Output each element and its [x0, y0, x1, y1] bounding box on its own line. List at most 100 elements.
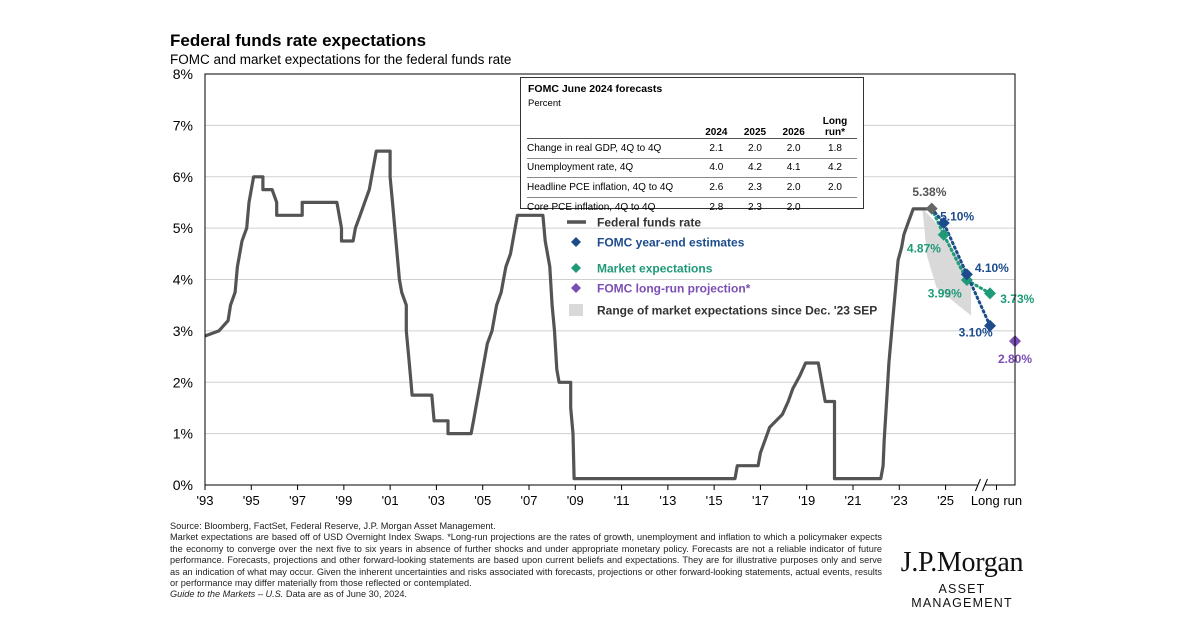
forecast-row-label: Core PCE inflation, 4Q to 4Q — [527, 201, 656, 213]
y-tick-label: 2% — [173, 374, 193, 390]
x-axis-ticks: '93 '95 '97 '99 '01 '03 '05 '07 '09 '11 '13 '15 '17 '… — [197, 485, 1022, 508]
y-tick-label: 6% — [173, 169, 193, 185]
x-tick-label: '15 — [706, 493, 723, 508]
market-expectations-path — [930, 207, 992, 295]
legend-label-range: Range of market expectations since Dec. … — [597, 304, 877, 318]
forecast-col-2026: 2026 — [774, 112, 813, 139]
legend-swatch-longrun — [571, 283, 581, 293]
source-note: Source: Bloomberg, FactSet, Federal Rese… — [170, 521, 496, 531]
federal-funds-rate-line — [204, 149, 932, 481]
x-tick-label: '23 — [891, 493, 908, 508]
forecast-cell: 2.0 — [735, 138, 775, 159]
asset-management-label: ASSET MANAGEMENT — [911, 582, 1013, 610]
forecast-cell: 4.1 — [774, 158, 813, 179]
forecast-cell: 1.8 — [813, 138, 857, 159]
forecast-header-blank — [527, 112, 697, 139]
x-tick-label: '97 — [289, 493, 306, 508]
forecast-table: 2024 2025 2026 Long run* Change in real … — [527, 112, 857, 216]
x-tick-label: '19 — [798, 493, 815, 508]
forecast-row-label: Headline PCE inflation, 4Q to 4Q — [527, 177, 697, 198]
forecast-table-box: FOMC June 2024 forecasts Percent 2024 20… — [520, 77, 864, 213]
forecast-cell: 2.0 — [813, 177, 857, 198]
forecast-cell: 4.2 — [735, 158, 775, 179]
current-rate-point — [925, 202, 938, 215]
x-tick-label: '11 — [614, 493, 630, 508]
forecast-table-title: FOMC June 2024 forecasts — [528, 83, 663, 95]
y-axis-ticks: 0% 1% 2% 3% 4% 5% 6% 7% 8% — [173, 66, 193, 493]
x-tick-label: '25 — [937, 493, 954, 508]
footnotes: Source: Bloomberg, FactSet, Federal Rese… — [170, 521, 882, 601]
forecast-row-headline-pce: Headline PCE inflation, 4Q to 4Q 2.6 2.3… — [527, 177, 857, 198]
legend: Federal funds rate FOMC year-end estimate… — [567, 216, 877, 318]
forecast-table-unit: Percent — [528, 98, 561, 109]
jpmorgan-logo: J.P.Morgan — [900, 547, 1024, 578]
data-label: 3.73% — [1000, 292, 1034, 306]
fomc-estimate-point — [984, 319, 997, 332]
x-tick-label: '99 — [335, 493, 352, 508]
x-tick-label: Long run — [971, 493, 1022, 508]
projection-paths — [930, 207, 992, 328]
x-tick-label: '07 — [521, 493, 538, 508]
forecast-cell: 2.0 — [774, 177, 813, 198]
forecast-col-2025: 2025 — [735, 112, 775, 139]
plot-frame — [204, 73, 1016, 486]
market-expectation-point — [937, 228, 950, 241]
data-label: 4.87% — [907, 242, 941, 256]
guide-note: Guide to the Markets – U.S. Data are as … — [170, 589, 882, 600]
axis-break-mark — [974, 478, 981, 492]
axis-break-mark — [981, 478, 988, 492]
data-label: 3.10% — [959, 325, 993, 339]
y-tick-label: 4% — [173, 272, 193, 288]
y-tick-label: 5% — [173, 220, 193, 236]
x-tick-label: '17 — [752, 493, 769, 508]
axis-break — [974, 478, 988, 492]
legend-swatch-market — [571, 263, 581, 273]
fomc-estimate-point — [937, 216, 950, 229]
x-tick-label: '01 — [382, 493, 399, 508]
x-tick-label: '93 — [197, 493, 214, 508]
x-tick-label: '05 — [474, 493, 491, 508]
forecast-cell: 2.3 — [735, 177, 775, 198]
fomc-estimate-point — [960, 268, 973, 281]
as-of-date: Data are as of June 30, 2024. — [283, 589, 407, 600]
x-tick-label: '13 — [659, 493, 676, 508]
disclaimer-note: Market expectations are based off of USD… — [170, 532, 882, 589]
forecast-col-longrun: Long run* — [813, 112, 857, 139]
legend-swatch-fomc — [571, 237, 581, 247]
y-tick-label: 1% — [173, 426, 193, 442]
forecast-col-2024: 2024 — [697, 112, 736, 139]
page-subtitle: FOMC and market expectations for the fed… — [170, 52, 512, 67]
legend-label-ffr: Federal funds rate — [597, 216, 701, 230]
forecast-cell: 4.0 — [697, 158, 736, 179]
forecast-row-gdp: Change in real GDP, 4Q to 4Q 2.1 2.0 2.0… — [527, 138, 857, 159]
fomc-estimates-path — [930, 207, 992, 328]
brand-block: J.P.Morgan ASSET MANAGEMENT — [894, 547, 1030, 611]
forecast-row-label: Unemployment rate, 4Q — [527, 158, 697, 179]
forecast-row-unemployment: Unemployment rate, 4Q 4.0 4.2 4.1 4.2 — [527, 158, 857, 179]
y-tick-label: 3% — [173, 323, 193, 339]
legend-swatch-range — [569, 304, 583, 316]
axis-break-gap — [977, 479, 986, 491]
forecast-cell: 2.1 — [697, 138, 736, 159]
range-band-layer — [922, 208, 972, 316]
data-label: 5.10% — [940, 209, 974, 223]
forecast-row-label: Change in real GDP, 4Q to 4Q — [527, 138, 697, 159]
range-of-market-expectations — [922, 208, 972, 316]
forecast-cell: 2.0 — [786, 201, 801, 213]
x-tick-label: '95 — [243, 493, 260, 508]
forecast-cell: 2.6 — [697, 177, 736, 198]
x-tick-label: '09 — [567, 493, 584, 508]
x-tick-label: '21 — [845, 493, 862, 508]
y-tick-label: 8% — [173, 66, 193, 82]
market-expectation-point — [984, 287, 997, 300]
x-tick-label: '03 — [428, 493, 445, 508]
y-tick-label: 0% — [173, 477, 193, 493]
forecast-cell: 2.3 — [748, 201, 762, 213]
forecast-header-row: 2024 2025 2026 Long run* — [527, 112, 857, 139]
data-label: 3.99% — [928, 286, 962, 300]
forecast-cell: 4.2 — [813, 158, 857, 179]
data-label: 5.38% — [912, 185, 946, 199]
legend-label-fomc: FOMC year-end estimates — [597, 236, 745, 250]
ffr-layer — [204, 149, 932, 481]
forecast-cell — [813, 197, 857, 216]
